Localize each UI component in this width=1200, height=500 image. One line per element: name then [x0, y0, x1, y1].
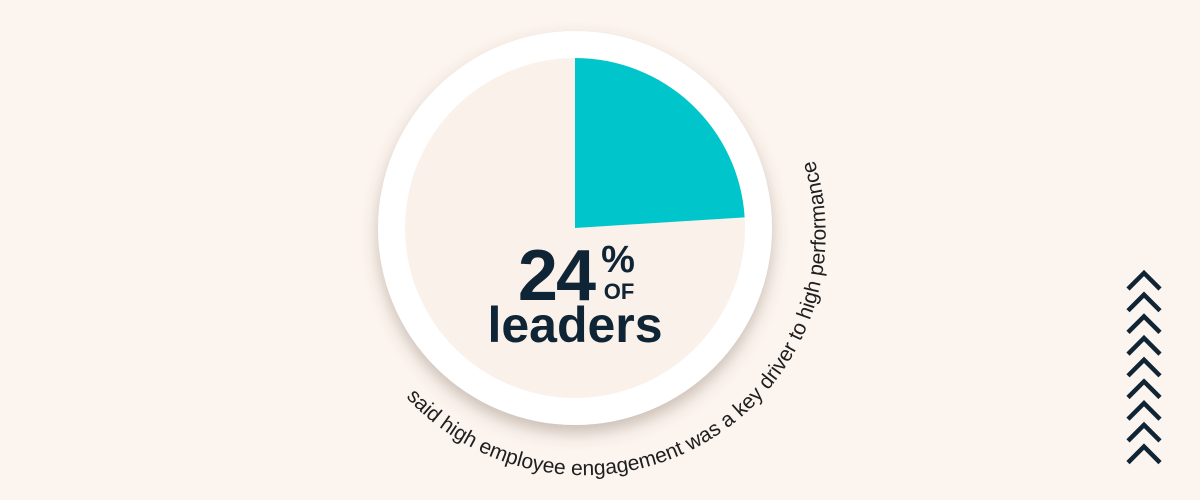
chevron-up-icon: [1126, 334, 1162, 356]
headline-percent: %: [601, 239, 635, 281]
headline-value: 24: [518, 236, 596, 316]
chevron-up-icon: [1126, 313, 1162, 334]
headline-subject: leaders: [487, 297, 662, 353]
chevron-up-icon: [1126, 421, 1162, 443]
chevron-up-icon: [1126, 400, 1162, 421]
chevron-up-icon: [1126, 291, 1162, 313]
chevron-up-icon: [1126, 378, 1162, 400]
headline-of: OF: [604, 279, 635, 304]
chevron-up-icon: [1126, 443, 1162, 465]
chevron-up-icon: [1126, 356, 1162, 378]
chevron-up-stack-icon: [1126, 269, 1162, 465]
pie-slice-highlight: [575, 58, 745, 228]
chevron-up-icon: [1126, 269, 1162, 291]
